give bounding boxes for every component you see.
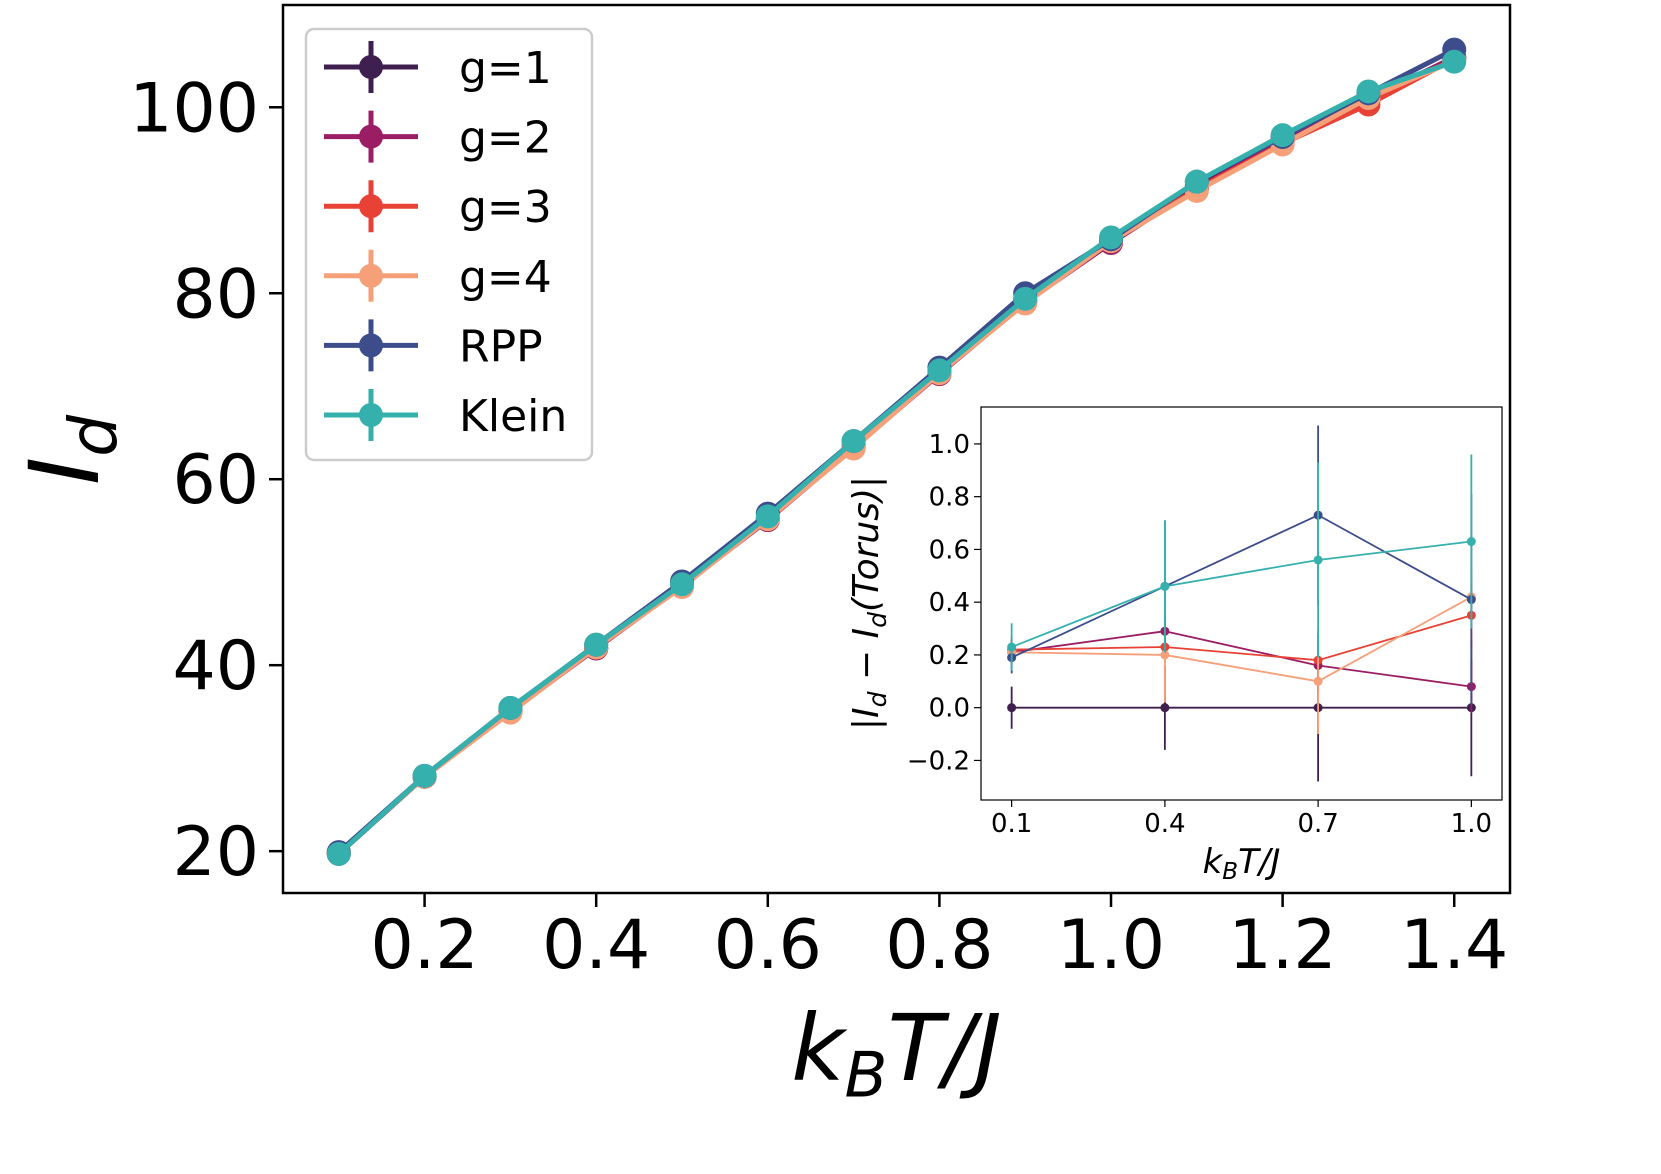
y-tick-label: 100 bbox=[129, 69, 259, 148]
inset-series-line bbox=[1011, 596, 1472, 683]
data-point bbox=[669, 572, 694, 597]
inset-series-line bbox=[1011, 614, 1472, 662]
inset-series-line bbox=[1011, 540, 1472, 648]
inset-x-tick-label: 0.4 bbox=[1144, 809, 1185, 839]
x-tick-label: 1.4 bbox=[1400, 906, 1508, 985]
inset-plot-frame bbox=[980, 406, 1503, 801]
legend-item: g=2 bbox=[324, 110, 552, 164]
legend-item: g=3 bbox=[324, 180, 552, 233]
y-tick-label: 40 bbox=[172, 627, 259, 706]
data-point bbox=[1099, 225, 1124, 250]
inset-y-tick-label: 0.2 bbox=[929, 641, 970, 671]
legend-marker bbox=[359, 333, 383, 358]
legend-marker bbox=[359, 194, 383, 219]
data-point bbox=[1184, 169, 1209, 194]
y-tick-label: 80 bbox=[172, 255, 259, 334]
data-point bbox=[326, 841, 351, 866]
inset-y-axis-label: |Id − Id(Torus)| bbox=[846, 476, 892, 730]
series-line bbox=[337, 59, 1456, 856]
inset-y-tick-label: 0.0 bbox=[929, 694, 970, 724]
legend-item: Klein bbox=[324, 389, 567, 442]
legend-marker bbox=[359, 55, 383, 79]
data-point bbox=[1270, 123, 1295, 148]
inset-data-point bbox=[1466, 537, 1476, 547]
legend-marker bbox=[359, 403, 383, 427]
legend-label: g=3 bbox=[459, 182, 552, 233]
inset-data-point bbox=[1160, 650, 1170, 660]
x-tick-label: 0.8 bbox=[885, 906, 993, 985]
legend-label: g=2 bbox=[459, 113, 552, 164]
inset-x-tick-label: 1.0 bbox=[1451, 809, 1492, 839]
data-point bbox=[841, 429, 866, 454]
data-point bbox=[1013, 286, 1038, 311]
data-point bbox=[755, 504, 780, 529]
y-tick-label: 60 bbox=[172, 441, 259, 520]
inset-x-tick-label: 0.7 bbox=[1297, 809, 1338, 839]
inset-y-tick-label: 0.8 bbox=[929, 483, 970, 513]
inset-data-point bbox=[1160, 581, 1170, 591]
legend-marker bbox=[359, 263, 383, 288]
series-line bbox=[337, 58, 1456, 855]
y-axis-label: Id bbox=[9, 414, 132, 485]
series-klein bbox=[326, 49, 1467, 866]
inset-series-line bbox=[1011, 630, 1472, 688]
data-point bbox=[498, 695, 523, 720]
inset-data-point bbox=[1007, 703, 1017, 713]
inset-x-axis-label: kBT/J bbox=[1203, 842, 1281, 885]
legend-item: g=4 bbox=[324, 249, 552, 303]
inset-data-point bbox=[1007, 642, 1017, 652]
inset-series-line bbox=[1011, 514, 1472, 659]
inset-y-tick-label: 0.6 bbox=[929, 535, 970, 565]
legend: g=1 g=2 g=3 g=4 RPP Klein bbox=[304, 27, 594, 462]
inset-data-point bbox=[1313, 555, 1323, 565]
legend-item: g=1 bbox=[324, 41, 552, 94]
x-tick-label: 0.6 bbox=[714, 906, 822, 985]
inset-series-klein bbox=[1007, 454, 1476, 671]
inset-y-tick-label: −0.2 bbox=[907, 746, 970, 776]
x-tick-label: 1.2 bbox=[1229, 906, 1337, 985]
x-tick-label: 0.2 bbox=[370, 906, 478, 985]
legend-label: g=1 bbox=[459, 43, 552, 94]
inset-chart: 0.1 0.4 0.7 1.0 −0.2 0.0 0.2 0.4 0.6 0.8 1.0 kBT/J |… bbox=[846, 406, 1503, 885]
data-point bbox=[584, 632, 609, 657]
legend-item: RPP bbox=[324, 319, 543, 372]
data-point bbox=[1442, 49, 1467, 74]
data-point bbox=[927, 358, 952, 383]
data-point bbox=[412, 763, 437, 788]
legend-label: RPP bbox=[459, 321, 543, 372]
inset-data-point bbox=[1313, 676, 1323, 686]
x-axis-label: kBT/J bbox=[791, 995, 1002, 1112]
inset-y-tick-label: 0.4 bbox=[929, 588, 970, 618]
legend-label: g=4 bbox=[459, 252, 552, 303]
legend-marker bbox=[359, 124, 383, 149]
inset-data-point bbox=[1160, 703, 1170, 713]
legend-label: Klein bbox=[459, 391, 567, 442]
x-tick-label: 0.4 bbox=[542, 906, 650, 985]
data-point bbox=[1356, 79, 1381, 104]
y-tick-label: 20 bbox=[172, 813, 259, 892]
x-tick-label: 1.0 bbox=[1057, 906, 1165, 985]
inset-x-tick-label: 0.1 bbox=[991, 809, 1032, 839]
inset-y-tick-label: 1.0 bbox=[929, 430, 970, 460]
